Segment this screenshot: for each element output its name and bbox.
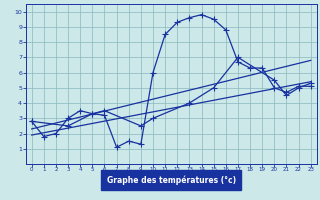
X-axis label: Graphe des températures (°c): Graphe des températures (°c): [107, 175, 236, 185]
